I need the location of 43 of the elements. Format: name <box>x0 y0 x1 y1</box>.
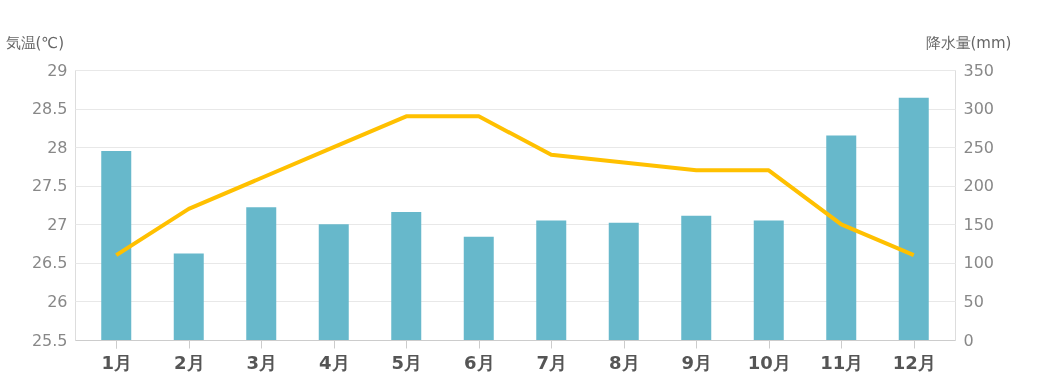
bar <box>246 207 277 340</box>
y2-tick-label: 300 <box>963 99 995 119</box>
y-tick-label: 26.5 <box>31 253 68 273</box>
x-tick-label: 10月 <box>747 351 791 373</box>
x-tick-label: 11月 <box>820 351 864 373</box>
bar <box>608 222 639 340</box>
y2-tick-label: 50 <box>963 291 984 311</box>
x-tick-label: 4月 <box>318 351 350 373</box>
y2-tick-label: 0 <box>963 330 974 350</box>
x-tick-label: 12月 <box>892 351 936 373</box>
bar <box>463 236 494 340</box>
x-tick-label: 7月 <box>536 351 568 373</box>
bar <box>101 151 132 340</box>
bar <box>391 211 422 340</box>
x-tick-label: 8月 <box>608 351 640 373</box>
x-tick-label: 1月 <box>101 351 133 373</box>
bar <box>898 97 929 340</box>
bar <box>681 215 712 340</box>
bar <box>826 135 857 340</box>
y2-tick-label: 200 <box>963 176 995 196</box>
y-tick-label: 26 <box>47 291 68 311</box>
bar <box>753 220 784 340</box>
x-tick-label: 9月 <box>681 351 713 373</box>
y2-tick-label: 250 <box>963 137 995 157</box>
line-series <box>114 114 916 258</box>
x-tick-label: 6月 <box>463 351 495 373</box>
x-tick-label: 2月 <box>173 351 205 373</box>
y2-axis-title: 降水量(mm) <box>925 33 1012 52</box>
x-tick-label: 5月 <box>391 351 423 373</box>
y-tick-label: 28.5 <box>31 99 68 119</box>
y2-tick-label: 100 <box>963 253 995 273</box>
x-tick-label: 3月 <box>246 351 278 373</box>
y-axis-title: 気温(℃) <box>5 33 65 52</box>
y2-tick-label: 150 <box>963 214 995 234</box>
bar <box>318 224 349 340</box>
y-tick-label: 27.5 <box>31 176 68 196</box>
y-tick-label: 29 <box>47 60 68 80</box>
bar <box>536 220 567 340</box>
y2-tick-label: 350 <box>963 60 995 80</box>
y-tick-label: 27 <box>47 214 68 234</box>
y-tick-label: 25.5 <box>31 330 68 350</box>
y-tick-label: 28 <box>47 137 68 157</box>
bar <box>173 253 204 340</box>
